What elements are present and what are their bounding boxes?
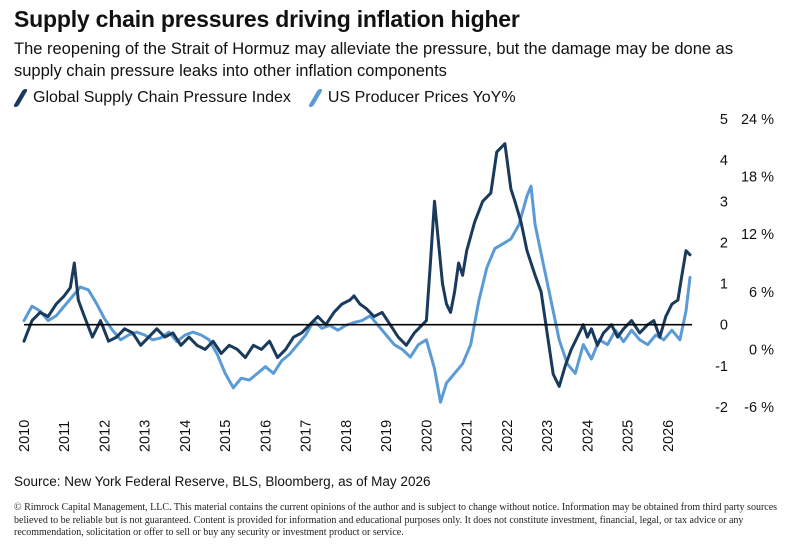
disclaimer: © Rimrock Capital Management, LLC. This …	[14, 502, 778, 538]
plot-area: -2 -1 0 1 2 3 4 5 -6 % 0 % 6 % 12 % 18 % 24 % 2010 2011…	[17, 112, 774, 452]
x-axis-tick-label: 2014	[178, 420, 194, 452]
left-axis-tick-label: 5	[720, 112, 728, 128]
chart-legend: Global Supply Chain Pressure Index US Pr…	[12, 89, 534, 107]
source-note: Source: New York Federal Reserve, BLS, B…	[14, 474, 431, 489]
left-axis-tick-label: 2	[720, 235, 728, 251]
x-axis-tick-label: 2012	[97, 420, 113, 452]
left-axis-tick-label: -2	[715, 400, 728, 416]
legend-item-ppi: US Producer Prices YoY%	[307, 89, 516, 107]
chart-title: Supply chain pressures driving inflation…	[14, 6, 520, 32]
left-axis-tick-label: 3	[720, 194, 728, 210]
x-axis-tick-label: 2019	[379, 420, 395, 452]
x-axis-tick-label: 2017	[299, 420, 315, 452]
left-axis-tick-label: 0	[720, 318, 728, 334]
x-axis-tick-label: 2018	[339, 420, 355, 452]
legend-item-gscpi: Global Supply Chain Pressure Index	[12, 89, 291, 107]
legend-label-ppi: US Producer Prices YoY%	[327, 89, 516, 106]
legend-label-gscpi: Global Supply Chain Pressure Index	[33, 89, 291, 106]
x-axis-tick-label: 2015	[218, 420, 234, 452]
x-axis-tick-label: 2023	[540, 420, 556, 452]
right-axis-tick-label: 24 %	[741, 112, 774, 128]
right-axis-tick-label: 18 %	[741, 170, 774, 186]
x-axis-tick-label: 2025	[621, 420, 637, 452]
x-axis-tick-label: 2026	[661, 420, 677, 452]
x-axis-tick-label: 2024	[580, 420, 596, 452]
right-axis-tick-label: -6 %	[744, 400, 774, 416]
right-axis-tick-label: 12 %	[741, 227, 774, 243]
right-axis-tick-label: 0 %	[749, 342, 774, 358]
x-axis-tick-label: 2011	[57, 421, 73, 452]
chart-subtitle: The reopening of the Strait of Hormuz ma…	[14, 40, 734, 80]
x-axis-tick-label: 2010	[17, 420, 33, 452]
right-axis-tick-label: 6 %	[749, 285, 774, 301]
x-axis-tick-label: 2016	[258, 420, 274, 452]
left-axis-tick-label: 1	[720, 277, 728, 293]
x-axis-tick-label: 2022	[500, 420, 516, 452]
left-axis-tick-label: -1	[715, 359, 728, 375]
line-chart: -2 -1 0 1 2 3 4 5 -6 % 0 % 6 % 12 % 18 % 24 % 2010 2011…	[17, 112, 774, 452]
left-axis-tick-label: 4	[720, 153, 728, 169]
x-axis-tick-label: 2013	[138, 420, 154, 452]
x-axis-tick-label: 2021	[460, 420, 476, 452]
x-axis-tick-label: 2020	[419, 420, 435, 452]
series-line-ppi	[22, 184, 692, 404]
series-line-gscpi	[22, 142, 692, 388]
